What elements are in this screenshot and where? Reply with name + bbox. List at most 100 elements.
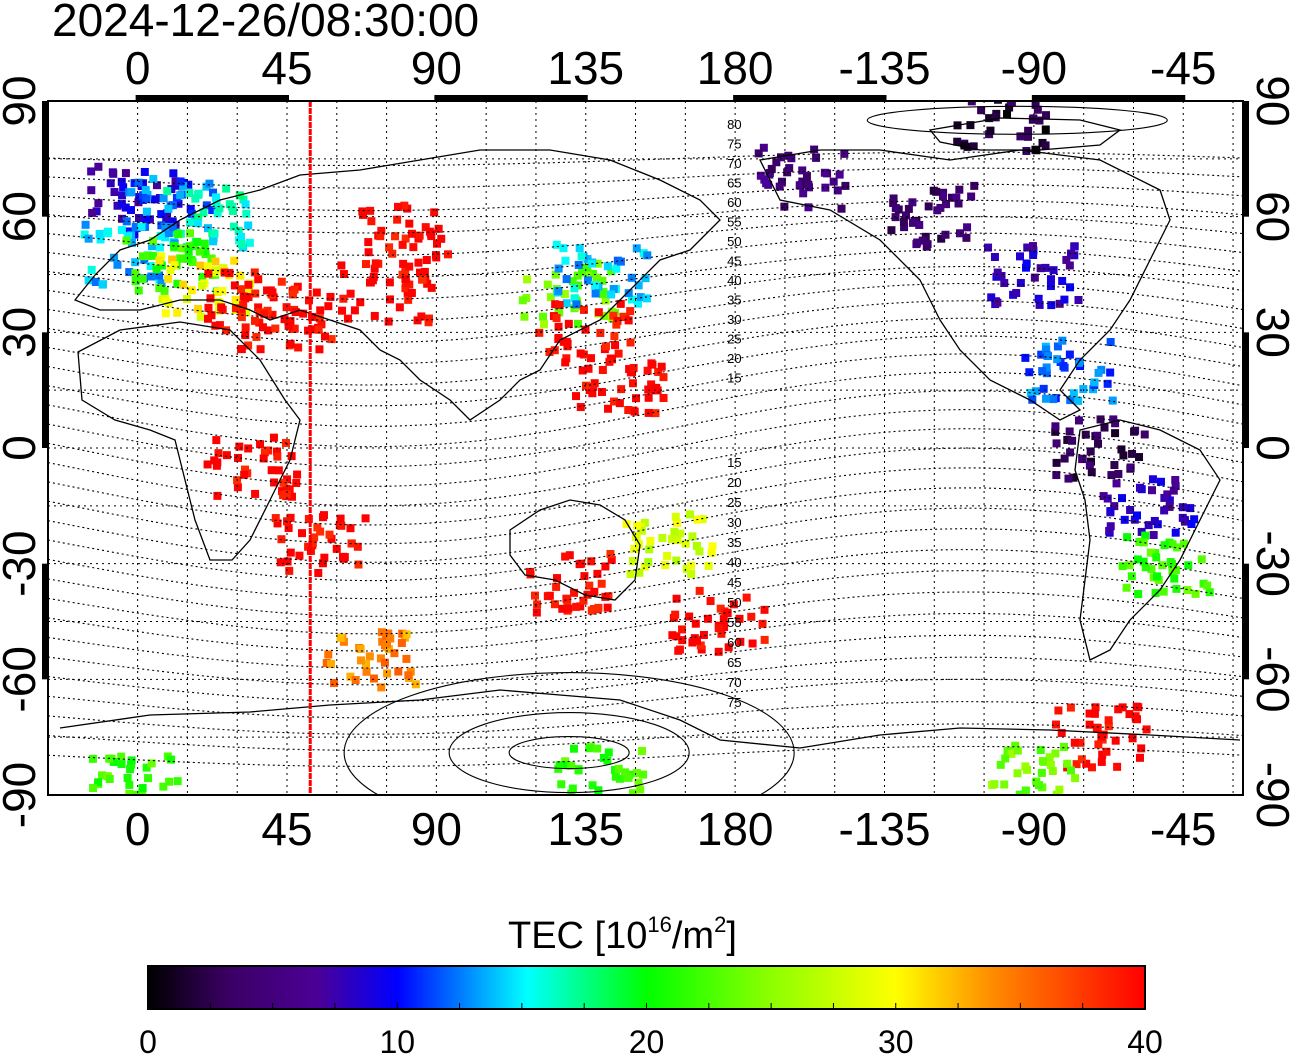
tec-cell xyxy=(155,271,164,280)
tec-cell xyxy=(663,551,672,560)
tec-cell xyxy=(651,409,660,418)
tec-cell xyxy=(587,557,596,566)
tec-cell xyxy=(1016,278,1025,287)
tec-cell xyxy=(437,234,446,243)
tec-cell xyxy=(198,272,207,281)
mag-contour xyxy=(48,216,1243,256)
tec-cell xyxy=(156,231,165,240)
tec-cell xyxy=(137,222,146,231)
tec-cell xyxy=(562,275,571,284)
frame-bar-top xyxy=(135,95,289,100)
tec-data-layer xyxy=(80,101,1214,807)
tec-cell xyxy=(628,379,637,388)
tec-cell xyxy=(594,308,603,317)
left-lat-label: 0 xyxy=(0,435,45,461)
tec-cell xyxy=(990,252,999,261)
tec-cell xyxy=(1047,301,1056,310)
tec-cell xyxy=(327,335,336,344)
tec-cell xyxy=(338,552,347,561)
tec-cell xyxy=(138,252,147,261)
tec-cell xyxy=(104,227,113,236)
tec-cell xyxy=(109,169,118,178)
tec-cell xyxy=(1076,738,1085,747)
tec-cell xyxy=(1011,741,1020,750)
tec-cell xyxy=(550,600,559,609)
tec-cell xyxy=(643,251,652,260)
tec-cell xyxy=(535,328,544,337)
tec-cell xyxy=(286,339,295,348)
tec-cell xyxy=(673,536,682,545)
tec-cell xyxy=(203,262,212,271)
tec-cell xyxy=(1094,439,1103,448)
tec-cell xyxy=(1140,430,1149,439)
tec-cell xyxy=(316,527,325,536)
tec-cell xyxy=(1021,353,1030,362)
tec-cell xyxy=(161,799,169,807)
tec-cell xyxy=(1001,754,1010,763)
pole-contour xyxy=(448,712,690,794)
tec-cell xyxy=(676,529,685,538)
tec-cell xyxy=(659,373,668,382)
tec-cell xyxy=(719,615,728,624)
tec-cell xyxy=(268,310,277,319)
mag-contour xyxy=(48,428,1243,507)
tec-cell xyxy=(614,764,623,773)
tec-cell xyxy=(587,606,596,615)
tec-cell xyxy=(810,145,819,154)
tec-cell xyxy=(159,194,168,203)
tec-cell xyxy=(634,281,643,290)
tec-cell xyxy=(742,593,751,602)
tec-cell xyxy=(377,683,386,692)
tec-cell xyxy=(1149,531,1158,540)
bottom-lon-label: -90 xyxy=(1001,803,1067,855)
tec-cell xyxy=(634,778,643,787)
tec-cell xyxy=(194,189,203,198)
tec-cell xyxy=(89,783,98,792)
tec-cell xyxy=(1045,753,1054,762)
tec-cell xyxy=(583,268,592,277)
tec-cell xyxy=(269,433,278,442)
tec-cell xyxy=(570,588,579,597)
tec-cell xyxy=(117,752,126,761)
tec-cell xyxy=(561,358,570,367)
tec-cell xyxy=(271,514,280,523)
frame-bar-top xyxy=(733,95,887,100)
tec-cell xyxy=(747,612,756,621)
tec-cell xyxy=(225,269,234,278)
left-lat-label: 30 xyxy=(0,307,45,358)
tec-cell xyxy=(161,295,170,304)
pole-contour xyxy=(343,672,795,795)
tec-cell xyxy=(370,264,379,273)
mag-contour xyxy=(48,335,1243,407)
tec-cell xyxy=(1160,541,1169,550)
contour-label: 70 xyxy=(727,156,741,171)
tec-cell xyxy=(1097,757,1106,766)
tec-cell xyxy=(624,405,633,414)
tec-cell xyxy=(804,180,813,189)
tec-cell xyxy=(586,354,595,363)
tec-cell xyxy=(142,215,151,224)
tec-cell xyxy=(1103,494,1112,503)
tec-cell xyxy=(691,619,700,628)
tec-cell xyxy=(543,592,552,601)
mag-contour xyxy=(48,467,1243,545)
tec-cell xyxy=(155,243,164,252)
tec-cell xyxy=(889,194,898,203)
frame-bar-top xyxy=(434,95,588,100)
tec-cell xyxy=(171,177,180,186)
tec-cell xyxy=(1038,367,1047,376)
tec-cell xyxy=(947,193,956,202)
tec-cell xyxy=(394,667,403,676)
tec-cell xyxy=(304,326,313,335)
tec-cell xyxy=(361,514,370,523)
tec-cell xyxy=(1051,749,1060,758)
left-lat-label: -60 xyxy=(0,646,45,712)
tec-cell xyxy=(671,610,680,619)
tec-cell xyxy=(1128,449,1137,458)
tec-cell xyxy=(164,274,173,283)
tec-cell xyxy=(1112,479,1121,488)
tec-cell xyxy=(578,268,587,277)
tec-cell xyxy=(1060,295,1069,304)
tec-cell xyxy=(237,313,246,322)
tec-cell xyxy=(1059,361,1068,370)
